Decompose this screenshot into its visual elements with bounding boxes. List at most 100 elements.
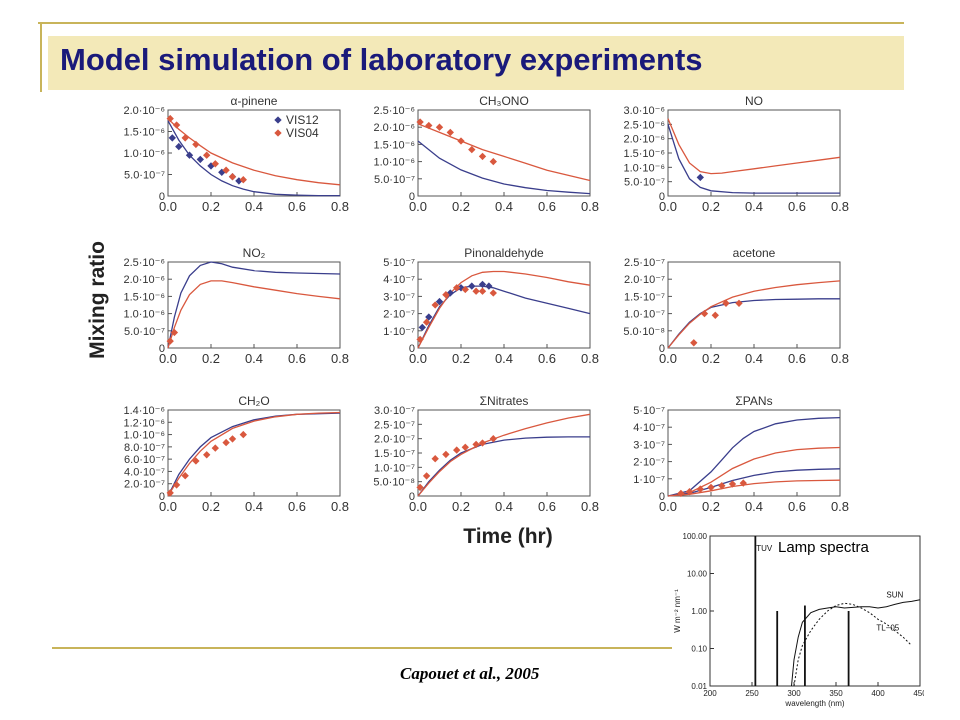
blue-data-point	[478, 280, 487, 289]
x-tick-label: 0.8	[331, 199, 349, 214]
y-tick-label: 5.0·10⁻⁷	[124, 326, 165, 338]
plot-frame	[167, 409, 341, 497]
inset-y-tick-label: 1.00	[691, 607, 707, 616]
y-tick-label: 1.5·10⁻⁶	[373, 139, 415, 151]
y-tick-label: 1.5·10⁻⁶	[623, 148, 665, 160]
blue-data-point	[435, 297, 444, 306]
panel-4: NO₂ 2.5·10⁻⁶ 2.0·10⁻⁶ 1.5·10⁻⁶ 1.0·10⁻⁶ 5.0·1…	[123, 246, 349, 366]
legend-marker	[274, 116, 282, 124]
x-tick-label: 0.0	[659, 351, 677, 366]
plot-frame	[417, 261, 591, 349]
blue-data-point	[696, 173, 704, 182]
red-series-line	[167, 411, 341, 497]
blue-series-line	[667, 124, 840, 194]
red-data-point	[489, 157, 497, 166]
x-tick-label: 0.0	[659, 499, 677, 514]
legend-label: VIS12	[286, 113, 319, 127]
panel-title: CH₂O	[238, 394, 269, 408]
title-bar	[48, 36, 904, 90]
y-tick-label: 0	[659, 343, 665, 355]
y-tick-label: 5.0·10⁻⁸	[373, 477, 415, 489]
panel-6: acetone 2.5·10⁻⁷ 2.0·10⁻⁷ 1.5·10⁻⁷ 1.0·10⁻⁷ 5…	[623, 246, 849, 366]
x-tick-label: 0.4	[495, 199, 513, 214]
blue-series-line	[417, 140, 591, 195]
plot-frame	[667, 261, 841, 349]
x-tick-label: 0.8	[331, 499, 349, 514]
y-tick-label: 5.0·10⁻⁷	[624, 177, 665, 189]
red-data-point	[457, 137, 465, 145]
red-data-point	[172, 121, 181, 129]
x-tick-label: 0.6	[288, 499, 306, 514]
red-data-point	[461, 285, 469, 294]
y-tick-label: 2.0·10⁻⁷	[624, 274, 665, 286]
x-tick-label: 0.2	[702, 499, 720, 514]
legend-marker	[274, 129, 282, 137]
citation-year: , 2005	[496, 664, 540, 683]
panel-2: CH₃ONO 2.5·10⁻⁶ 2.0·10⁻⁶ 1.5·10⁻⁶ 1.0·10⁻⁶ 5.…	[373, 94, 599, 214]
red-data-point	[422, 472, 431, 480]
red-data-point	[472, 440, 480, 449]
plot-frame	[167, 261, 341, 349]
red-data-point	[192, 457, 200, 465]
top-rule	[38, 22, 904, 24]
inset-x-axis-label: wavelength (nm)	[784, 699, 844, 708]
citation-authors: Capouet et al.	[400, 664, 497, 683]
y-tick-label: 1.0·10⁻⁷	[624, 309, 665, 321]
blue-series-line	[167, 261, 341, 349]
y-tick-label: 2.5·10⁻⁶	[373, 105, 415, 117]
blue-data-point	[485, 282, 493, 290]
x-axis-label: Time (hr)	[463, 525, 552, 548]
panel-5: Pinonaldehyde 5·10⁻⁷ 4·10⁻⁷ 3·10⁻⁷ 2·10⁻⁷ 1·1…	[383, 246, 599, 366]
red-data-point	[489, 435, 497, 443]
panel-title: ΣNitrates	[480, 394, 529, 408]
panel-title: CH₃ONO	[479, 94, 529, 108]
red-data-point	[166, 114, 174, 123]
blue-data-point	[196, 155, 204, 164]
panel-title: ΣPANs	[735, 394, 772, 408]
blue-data-point	[468, 282, 476, 290]
x-tick-label: 0.8	[581, 199, 599, 214]
x-tick-label: 0.4	[245, 351, 263, 366]
red-series-line	[667, 446, 841, 497]
y-tick-label: 5·10⁻⁷	[633, 405, 665, 417]
y-tick-label: 2.5·10⁻⁶	[123, 257, 165, 269]
x-tick-label: 0.0	[159, 199, 177, 214]
x-tick-label: 0.2	[452, 351, 470, 366]
panel-title: NO₂	[243, 246, 266, 260]
y-tick-label: 4·10⁻⁷	[633, 422, 665, 434]
inset-x-tick-label: 200	[703, 689, 717, 698]
y-tick-label: 2.5·10⁻⁶	[623, 119, 665, 131]
x-tick-label: 0.2	[202, 351, 220, 366]
x-tick-label: 0.4	[745, 351, 763, 366]
x-tick-label: 0.6	[788, 499, 806, 514]
x-tick-label: 0.6	[538, 351, 556, 366]
panel-title: α-pinene	[231, 94, 278, 108]
y-tick-label: 5.0·10⁻⁷	[374, 174, 415, 186]
y-tick-label: 0	[409, 343, 415, 355]
y-tick-label: 6.0·10⁻⁷	[124, 454, 165, 466]
y-tick-label: 1.0·10⁻⁶	[123, 309, 165, 321]
y-tick-label: 1.5·10⁻⁶	[123, 127, 165, 139]
y-tick-label: 2.0·10⁻⁶	[123, 274, 165, 286]
red-data-point	[172, 481, 181, 489]
y-tick-label: 0	[159, 491, 165, 503]
y-tick-label: 0	[659, 191, 665, 203]
x-tick-label: 0.4	[245, 499, 263, 514]
panel-title: acetone	[733, 246, 776, 260]
red-series-line	[667, 118, 841, 175]
inset-y-tick-label: 0.10	[691, 645, 707, 654]
y-tick-label: 1·10⁻⁷	[633, 474, 665, 486]
blue-series-line	[167, 412, 341, 497]
panel-7: CH₂O 1.4·10⁻⁶1.2·10⁻⁶1.0·10⁻⁶8.0·10⁻⁷6.0·…	[123, 394, 349, 514]
red-data-point	[416, 118, 424, 126]
bottom-rule	[52, 647, 672, 649]
blue-data-point	[418, 323, 426, 332]
blue-series-line	[417, 436, 590, 497]
blue-series-line	[667, 416, 841, 497]
y-tick-label: 5.0·10⁻⁸	[623, 326, 665, 338]
red-data-point	[735, 299, 743, 307]
red-data-point	[181, 134, 189, 142]
red-data-point	[222, 166, 230, 174]
panel-1: α-pinene 2.0·10⁻⁶ 1.5·10⁻⁶ 1.0·10⁻⁶ 5.0·10⁻⁷…	[123, 94, 349, 214]
